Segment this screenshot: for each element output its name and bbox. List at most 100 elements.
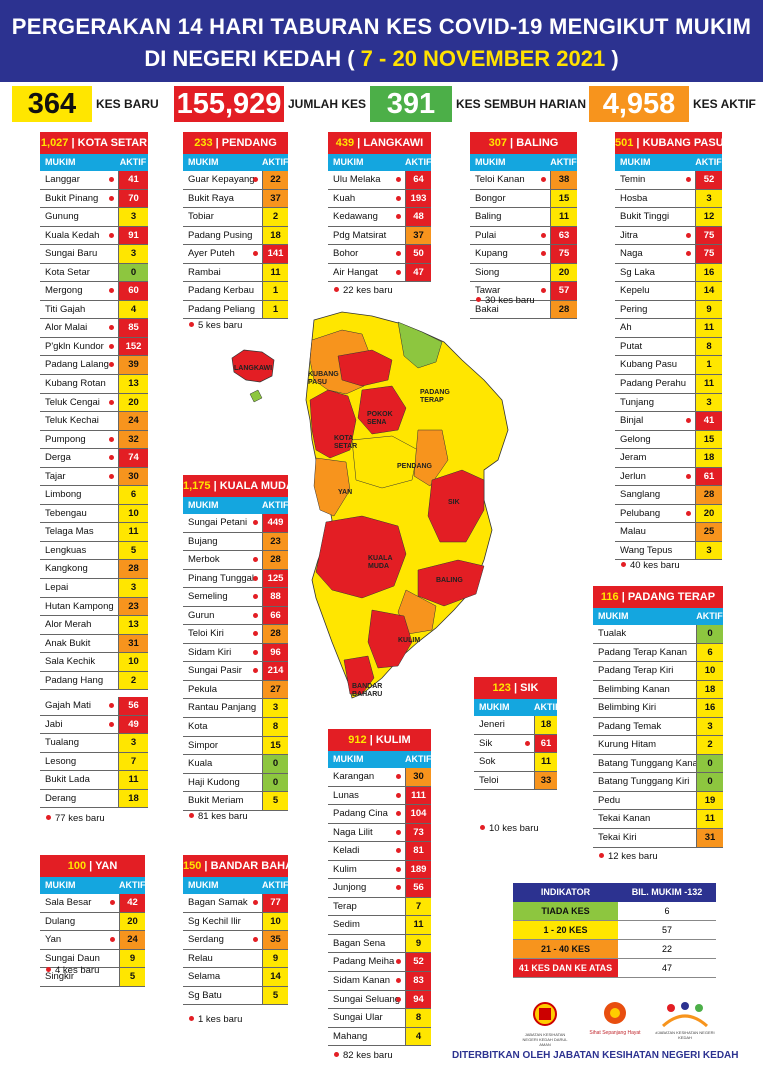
table-row: Lengkuas 5 [40, 541, 148, 561]
table-row: Karangan 30 [328, 768, 431, 787]
aktif-value: 77 [262, 894, 288, 912]
aktif-value: 30 [405, 768, 431, 786]
mukim-label: Bukit Pinang [45, 192, 99, 204]
col-mukim: MUKIM [620, 157, 651, 167]
mukim-label: Rantau Panjang [188, 702, 257, 714]
mukim-name: Teloi Kanan [470, 171, 550, 189]
mukim-label: Langgar [45, 174, 80, 185]
aktif-value: 56 [405, 879, 431, 897]
mukim-label: Ayer Puteh [188, 248, 235, 260]
aktif-value: 9 [262, 949, 288, 968]
table-row: Keladi 81 [328, 842, 431, 861]
district-name: SIK [520, 682, 539, 694]
table-row: Sala Kechik 10 [40, 653, 148, 672]
district-header: 233 | PENDANG [183, 132, 288, 154]
mukim-label: Gunung [45, 211, 79, 223]
mukim-name: Padang Pusing [183, 227, 262, 245]
aktif-value: 11 [550, 208, 577, 226]
district-count: 439 [335, 137, 355, 149]
mukim-name: Derga [40, 449, 118, 467]
district-count: 501 [615, 137, 634, 149]
mukim-name: Pinang Tunggal [183, 570, 262, 588]
table-row: Sg Batu 5 [183, 986, 288, 1006]
aktif-value: 10 [118, 504, 148, 523]
new-case-dot [686, 232, 691, 238]
mukim-name: P'gkln Kundor [40, 338, 118, 356]
legend-indicator: TIADA KES [513, 902, 618, 920]
col-aktif: AKTIF [534, 702, 561, 712]
table-row: Gunung 3 [40, 208, 148, 227]
table-row: Lesong 7 [40, 752, 148, 772]
new-case-dot [396, 848, 401, 854]
table-row: Pelubang 20 [615, 504, 722, 524]
mukim-name: Terap [328, 898, 405, 916]
mukim-label: Teluk Cengai [45, 396, 100, 408]
indicator-legend: INDIKATOR BIL. MUKIM -132 TIADA KES 6 1 - … [513, 883, 716, 978]
aktif-value: 37 [262, 189, 288, 208]
new-case-dot [253, 612, 258, 618]
mukim-name: Wang Tepus [615, 542, 695, 560]
table-row: Sidam Kiri 96 [183, 643, 288, 663]
col-aktif: AKTIF [262, 500, 289, 510]
table-row: Sidam Kanan 83 [328, 972, 431, 991]
aktif-value: 81 [405, 842, 431, 860]
table-kota-setar-2: Gajah Mati 56 Jabi 49 Tualang 3 Lesong 7 Bukit L… [40, 697, 148, 809]
new-case-dot [686, 251, 691, 257]
col-mukim: MUKIM [188, 500, 219, 510]
table-row: Padang Cina 104 [328, 805, 431, 824]
mukim-name: Sungai Petani [183, 514, 262, 532]
aktif-value: 88 [262, 588, 288, 606]
mukim-name: Gurun [183, 607, 262, 625]
mukim-name: Sik [474, 735, 534, 753]
new-cases-text: 77 kes baru [55, 813, 105, 824]
mukim-name: Padang Hang [40, 672, 118, 690]
new-case-dot [541, 251, 546, 257]
table-row: P'gkln Kundor 152 [40, 337, 148, 357]
table-row: Pedu 19 [593, 791, 723, 811]
map-kulim [367, 609, 413, 669]
mukim-label: Kepelu [620, 285, 650, 297]
aktif-value: 141 [262, 245, 288, 263]
mukim-name: Naga [615, 245, 695, 263]
aktif-value: 52 [695, 171, 722, 189]
mukim-name: Kubang Rotan [40, 375, 118, 393]
table-row: Padang Pusing 18 [183, 226, 288, 246]
aktif-value: 0 [696, 773, 723, 791]
aktif-value: 11 [695, 375, 722, 393]
aktif-value: 20 [695, 504, 722, 523]
table-row: Gelong 15 [615, 430, 722, 450]
column-header: MUKIM AKTIF [328, 154, 432, 171]
new-case-dot [480, 825, 485, 830]
aktif-value: 49 [118, 715, 148, 734]
table-row: Padang Terap Kanan 6 [593, 643, 723, 663]
mukim-label: Air Hangat [333, 266, 378, 278]
column-header: MUKIM AKTIF [40, 154, 148, 171]
new-case-dot [109, 177, 114, 182]
aktif-value: 9 [405, 934, 431, 953]
aktif-value: 2 [696, 736, 723, 754]
table-row: Teloi Kiri 28 [183, 625, 288, 644]
table-row: Bukit Raya 37 [183, 189, 288, 209]
new-cases-note: 77 kes baru [46, 813, 105, 824]
map-label: SIK [448, 499, 460, 506]
table-row: Guar Kepayang 22 [183, 171, 288, 190]
mukim-label: Wang Tepus [620, 544, 673, 556]
district-name: YAN [95, 860, 118, 872]
mukim-name: Tekai Kanan [593, 810, 696, 828]
mukim-label: Kuala [188, 758, 213, 770]
aktif-value: 1 [695, 356, 722, 375]
new-case-dot [541, 177, 546, 182]
mukim-label: Jabi [45, 718, 63, 730]
table-row: Pulai 63 [470, 226, 577, 246]
table-row: Telaga Mas 11 [40, 523, 148, 542]
mukim-label: Putat [620, 340, 643, 352]
new-case-dot [396, 885, 401, 891]
mukim-name: Langgar [40, 171, 118, 189]
mukim-name: Tualak [593, 625, 696, 643]
new-case-dot [189, 1016, 194, 1021]
district-count: 912 [348, 734, 367, 746]
mukim-name: Padang Terap Kanan [593, 644, 696, 662]
mukim-name: Padang Perahu [615, 375, 695, 393]
new-case-dot [110, 900, 115, 905]
mukim-label: Teloi Kiri [188, 628, 224, 640]
